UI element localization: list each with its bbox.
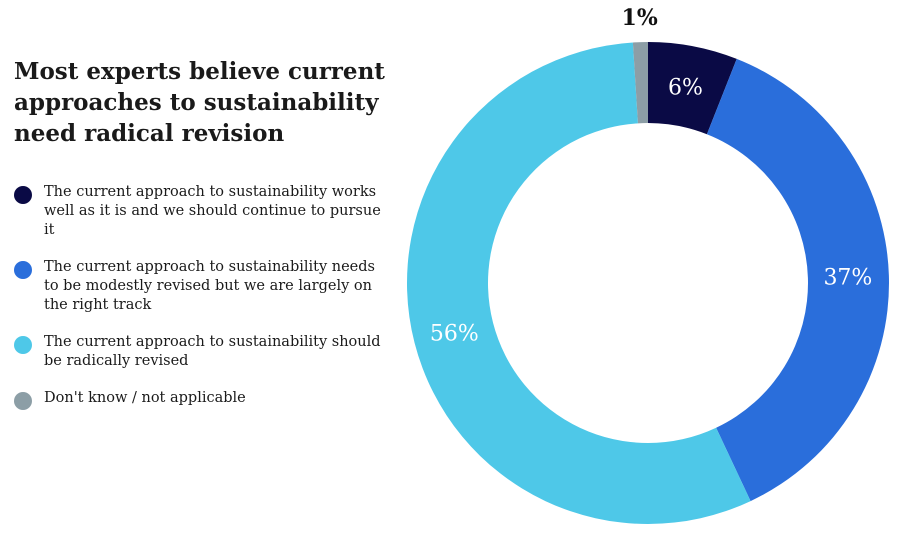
- data-label: 37%: [823, 266, 872, 291]
- legend-swatch: [14, 186, 32, 204]
- legend-item: Don't know / not applicable: [14, 389, 384, 410]
- legend: The current approach to sustainability w…: [14, 183, 384, 428]
- donut-slice: [407, 42, 751, 525]
- legend-label: Don't know / not applicable: [44, 390, 246, 406]
- legend-swatch: [14, 392, 32, 410]
- donut-slice: [648, 42, 737, 135]
- donut-slice: [706, 58, 890, 502]
- donut-slice: [632, 42, 648, 124]
- legend-item: The current approach to sustainability n…: [14, 258, 384, 315]
- legend-label: The current approach to sustainability s…: [44, 334, 381, 369]
- data-label: 56%: [430, 322, 479, 347]
- legend-item: The current approach to sustainability s…: [14, 333, 384, 371]
- legend-label: The current approach to sustainability w…: [44, 184, 381, 238]
- data-label: 1%: [622, 5, 658, 31]
- data-label: 6%: [668, 76, 703, 101]
- chart-title: Most experts believe current approaches …: [14, 58, 385, 147]
- legend-label: The current approach to sustainability n…: [44, 259, 375, 313]
- legend-item: The current approach to sustainability w…: [14, 183, 384, 240]
- legend-swatch: [14, 261, 32, 279]
- legend-swatch: [14, 336, 32, 354]
